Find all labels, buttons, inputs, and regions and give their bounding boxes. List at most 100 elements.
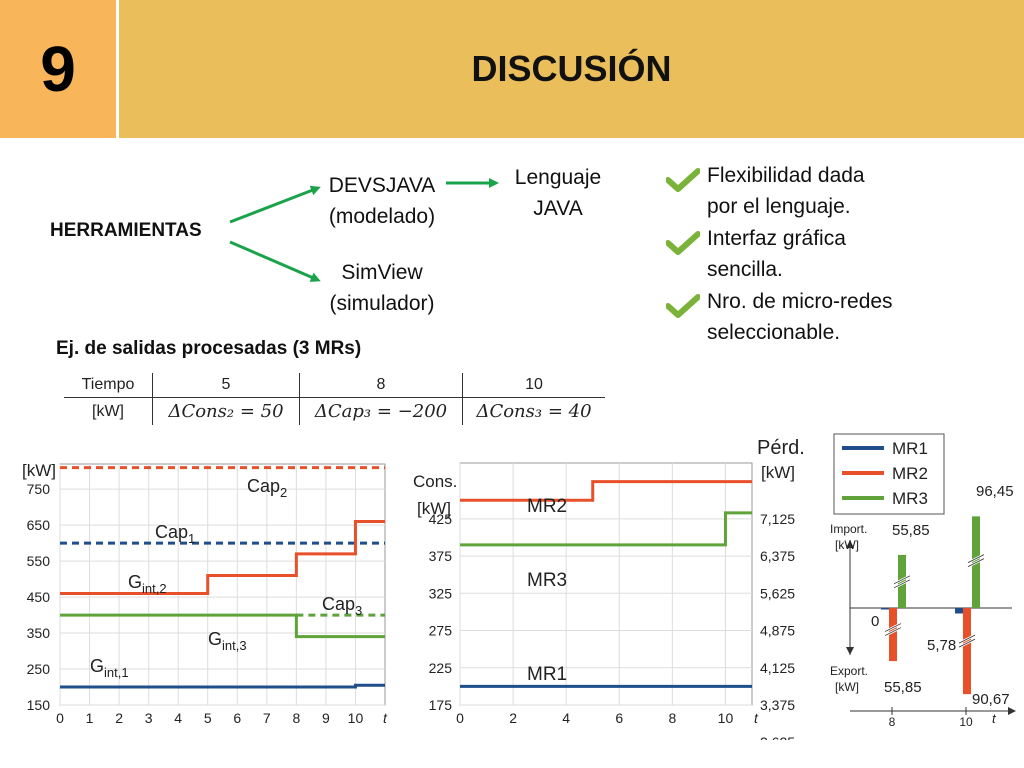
exchange-chart: MR1 MR2 MR3 Import. [kW] Export. [kW] 8 10 t 55,85… (830, 433, 1016, 729)
legend-label: MR1 (892, 439, 928, 458)
lenguaje-name: Lenguaje (514, 166, 602, 189)
x-axis-label: t (383, 710, 388, 726)
y-tick-label: 550 (27, 553, 51, 569)
y-tick-label: 425 (429, 511, 453, 527)
header-bar (119, 0, 1024, 138)
simview-desc: (simulador) (329, 292, 435, 315)
x-tick-label: 6 (615, 710, 623, 726)
axis-break-icon (967, 554, 985, 567)
table-header-cell: Tiempo (64, 373, 153, 398)
series-label: Gint,1 (90, 656, 129, 680)
y2-tick-label: 6,375 (760, 548, 795, 564)
y-axis-label: Export. (830, 664, 868, 678)
y2-tick-label: 5,625 (760, 585, 795, 601)
axis-break-icon (884, 623, 902, 636)
y-tick-label: 175 (429, 697, 453, 713)
y-tick-label: 750 (27, 481, 51, 497)
bar-mr2 (889, 608, 897, 662)
arrow-to-simview (229, 240, 321, 282)
y-tick-label: 450 (27, 589, 51, 605)
x-axis-label: t (754, 710, 759, 726)
y2-tick-label: 3,375 (760, 697, 795, 713)
x-tick-label: 1 (86, 710, 94, 726)
series-label: Gint,3 (208, 629, 247, 653)
x-tick-label: 5 (204, 710, 212, 726)
bullet-2: Interfaz gráfica sencilla. (707, 223, 846, 285)
legend-label: MR2 (892, 464, 928, 483)
x-tick-label: 0 (56, 710, 64, 726)
value-label: 0 (871, 613, 879, 630)
axis-break-icon (958, 634, 976, 648)
series-label: MR2 (527, 496, 567, 517)
y-tick-label: 225 (429, 660, 453, 676)
y-tick-label: 650 (27, 517, 51, 533)
bullet-3-line-2: seleccionable. (707, 321, 841, 344)
y-tick-label: 150 (27, 697, 51, 713)
y-axis-label: Cons. (413, 472, 457, 491)
y-tick-label: 275 (429, 623, 453, 639)
series-line-gint1 (60, 683, 385, 689)
table-header-cell: 10 (462, 373, 605, 398)
check-icon (666, 231, 700, 255)
bar-mr3 (898, 554, 906, 608)
series-label: Gint,2 (128, 572, 167, 596)
x-tick-label: 10 (959, 715, 973, 729)
lenguaje-node: Lenguaje JAVA (500, 162, 616, 224)
table-header-row: Tiempo 5 8 10 (64, 373, 605, 398)
y2-axis-label: Pérd. (757, 437, 805, 459)
axis-break-icon (893, 575, 911, 589)
y2-tick-label: 4,125 (760, 660, 795, 676)
x-tick-label: 0 (456, 710, 464, 726)
table-units-cell: [kW] (92, 402, 124, 420)
y2-tick-label: 2,625 (760, 734, 795, 740)
bar-mr1 (955, 608, 963, 614)
bullet-3: Nro. de micro-redes seleccionable. (707, 286, 893, 348)
x-tick-label: 2 (115, 710, 123, 726)
check-icon (666, 294, 700, 318)
table-title: Ej. de salidas procesadas (3 MRs) (56, 338, 362, 359)
y-axis-label: Import. (830, 522, 867, 536)
output-table: Tiempo 5 8 10 [kW] ΔCons₂ = 50 ΔCap₃ = −… (64, 373, 605, 425)
series-label: Cap1 (155, 522, 195, 546)
devsjava-desc: (modelado) (328, 205, 436, 228)
table-cell: ΔCap₃ = −200 (299, 397, 463, 425)
x-tick-label: 4 (174, 710, 182, 726)
devsjava-node: DEVSJAVA (modelado) (312, 170, 452, 232)
value-label: 5,78 (927, 637, 956, 654)
table-header-cell: 5 (152, 373, 300, 398)
bar-mr2 (963, 608, 971, 695)
arrow-right-icon (1008, 707, 1016, 715)
check-icon (666, 168, 700, 192)
series-label: Cap3 (322, 594, 362, 618)
series-line-gint2 (60, 520, 385, 595)
bullet-2-line-2: sencilla. (707, 258, 783, 281)
value-label: 96,45 (976, 483, 1014, 500)
x-tick-label: 9 (322, 710, 330, 726)
table-cell: ΔCons₃ = 40 (462, 397, 605, 425)
x-tick-label: 3 (145, 710, 153, 726)
table-header-cell: 8 (299, 373, 463, 398)
arrow-down-icon (846, 647, 854, 655)
table-row: [kW] ΔCons₂ = 50 ΔCap₃ = −200 ΔCons₃ = 4… (64, 397, 605, 425)
series-line-mr3 (460, 511, 752, 547)
x-tick-label: 8 (292, 710, 300, 726)
y2-axis-label: [kW] (761, 463, 795, 482)
value-label: 55,85 (892, 522, 930, 539)
legend-label: MR3 (892, 489, 928, 508)
value-label: 90,67 (972, 691, 1010, 708)
y2-tick-label: 7,125 (760, 511, 795, 527)
x-tick-label: 4 (562, 710, 570, 726)
slide-number: 9 (0, 0, 116, 138)
plot-area (59, 463, 386, 706)
y-axis-label: [kW] (835, 680, 859, 694)
slide-title: DISCUSIÓN (471, 48, 672, 89)
simview-name: SimView (341, 261, 423, 284)
y-axis-label: [kW] (835, 538, 859, 552)
y-tick-label: 350 (27, 625, 51, 641)
header-divider (116, 0, 119, 138)
value-label: 55,85 (884, 679, 922, 696)
arrow-up-icon (846, 540, 854, 548)
table-cell: ΔCons₂ = 50 (152, 397, 300, 425)
y-axis-label: [kW] (417, 499, 451, 518)
series-line-mr2 (460, 480, 752, 502)
